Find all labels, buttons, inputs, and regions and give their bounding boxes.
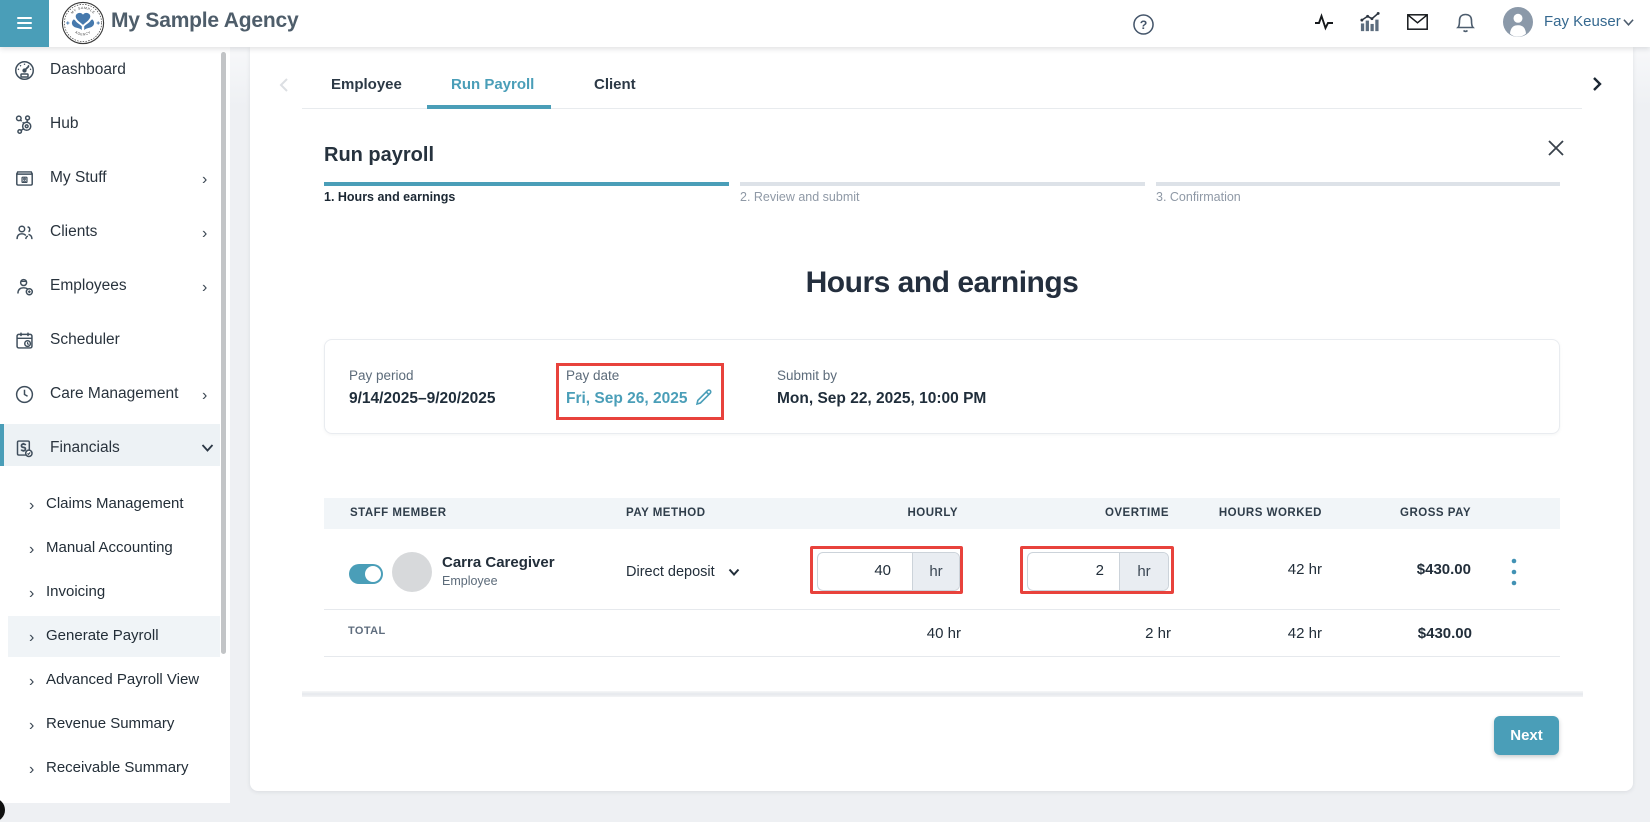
svg-text:AGENCY: AGENCY	[74, 30, 92, 37]
svg-text:?: ?	[1140, 18, 1148, 32]
